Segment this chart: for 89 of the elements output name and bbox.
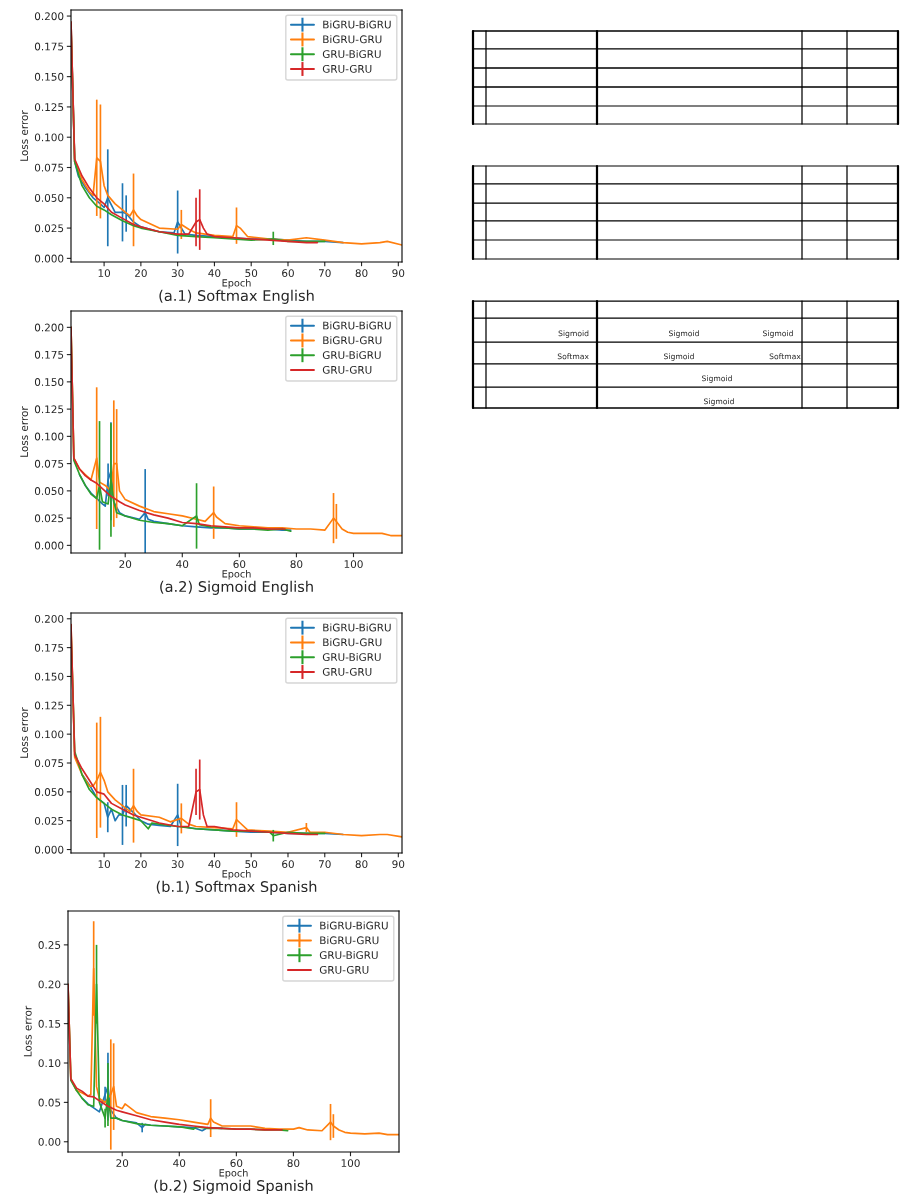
y-tick-label: 0.150 [34, 72, 64, 81]
y-tick-label: 0.075 [34, 459, 64, 468]
legend-label: GRU-BiGRU [322, 49, 381, 59]
x-tick-label: 40 [173, 1159, 186, 1168]
y-tick-label: 0.100 [34, 730, 64, 739]
y-tick-label: 0.050 [34, 487, 64, 495]
y-tick-label: 0.000 [34, 541, 64, 550]
y-tick-label: 0.175 [34, 42, 64, 51]
legend-label: BiGRU-GRU [323, 638, 382, 647]
x-tick-label: 80 [287, 1159, 300, 1168]
x-axis-title: Epoch [222, 870, 251, 880]
y-tick-label: 0.125 [34, 701, 64, 710]
legend-label: GRU-GRU [319, 965, 369, 974]
x-tick-label: 50 [245, 269, 258, 278]
y-tick-label: 0.05 [38, 1098, 61, 1107]
x-tick-label: 100 [341, 1159, 360, 1168]
y-tick-label: 0.025 [34, 514, 64, 523]
y-tick-label: 0.10 [38, 1059, 61, 1068]
x-tick-label: 20 [135, 269, 147, 278]
y-tick-label: 0.175 [34, 350, 64, 359]
x-tick-label: 60 [233, 560, 246, 569]
x-tick-label: 40 [208, 860, 221, 869]
y-tick-label: 0.100 [34, 133, 64, 142]
legend-label: BiGRU-BiGRU [323, 321, 391, 330]
x-tick-label: 60 [282, 860, 294, 869]
y-tick-label: 0.20 [38, 980, 61, 989]
legend-label: GRU-BiGRU [319, 950, 378, 960]
y-axis-title: Loss error [20, 110, 29, 161]
y-tick-label: 0.050 [34, 788, 64, 796]
y-tick-label: 0.200 [34, 323, 64, 332]
y-tick-label: 0.075 [34, 163, 64, 172]
x-tick-label: 30 [171, 860, 184, 869]
x-tick-label: 100 [344, 560, 363, 569]
text: (b.2) Sigmoid Spanish [154, 1179, 313, 1194]
legend-label: BiGRU-GRU [323, 336, 382, 345]
y-tick-label: 0.050 [34, 194, 64, 202]
text: (b.1) Softmax Spanish [156, 880, 317, 895]
x-tick-label: 70 [318, 269, 331, 278]
legend-label: GRU-GRU [322, 64, 372, 73]
legend-label: BiGRU-GRU [323, 35, 382, 44]
x-tick-label: 90 [392, 269, 405, 278]
legend-label: GRU-GRU [322, 365, 372, 374]
x-tick-label: 40 [208, 269, 221, 278]
text: (a.2) Sigmoid English [160, 580, 313, 595]
x-tick-label: 40 [176, 560, 189, 569]
y-tick-label: 0.125 [34, 405, 64, 414]
x-tick-label: 80 [290, 560, 303, 569]
text: (a.1) Softmax English [159, 289, 314, 304]
x-tick-label: 80 [355, 269, 368, 278]
y-tick-label: 0.075 [34, 759, 64, 768]
x-tick-label: 20 [119, 560, 132, 569]
x-axis-title: Epoch [222, 570, 251, 580]
y-tick-label: 0.150 [34, 672, 64, 681]
y-tick-label: 0.000 [34, 845, 64, 854]
y-tick-label: 0.200 [34, 615, 64, 623]
x-tick-label: 60 [282, 269, 294, 278]
legend-label: GRU-GRU [322, 667, 372, 676]
y-tick-label: 0.000 [34, 254, 64, 263]
y-tick-label: 0.025 [34, 224, 64, 233]
legend-label: BiGRU-GRU [320, 936, 379, 945]
legend-label: BiGRU-BiGRU [323, 623, 391, 632]
y-tick-label: 0.25 [38, 941, 61, 949]
x-tick-label: 30 [171, 269, 184, 278]
legend-label: GRU-BiGRU [322, 652, 381, 662]
x-tick-label: 20 [116, 1159, 129, 1168]
y-axis-title: Loss error [23, 1005, 32, 1057]
x-tick-label: 60 [230, 1159, 243, 1168]
y-axis-title: Loss error [20, 707, 29, 758]
y-tick-label: 0.200 [34, 12, 64, 21]
x-tick-label: 80 [355, 860, 368, 869]
y-tick-label: 0.150 [34, 378, 64, 386]
legend-label: GRU-BiGRU [322, 350, 381, 360]
x-tick-label: 50 [245, 860, 258, 869]
legend-label: BiGRU-BiGRU [320, 921, 388, 930]
x-tick-label: 70 [318, 860, 331, 869]
x-axis-title: Epoch [219, 1169, 248, 1179]
y-tick-label: 0.125 [34, 103, 64, 112]
y-tick-label: 0.175 [34, 643, 64, 652]
y-tick-label: 0.15 [38, 1019, 61, 1028]
x-axis-title: Epoch [222, 279, 251, 289]
y-tick-label: 0.00 [38, 1137, 61, 1146]
y-tick-label: 0.025 [34, 816, 64, 825]
x-tick-label: 90 [392, 860, 405, 869]
x-tick-label: 10 [98, 269, 111, 278]
x-tick-label: 20 [135, 860, 147, 869]
x-tick-label: 10 [98, 860, 111, 869]
y-axis-title: Loss error [20, 406, 29, 457]
legend-label: BiGRU-BiGRU [323, 20, 391, 29]
y-tick-label: 0.100 [34, 432, 64, 441]
